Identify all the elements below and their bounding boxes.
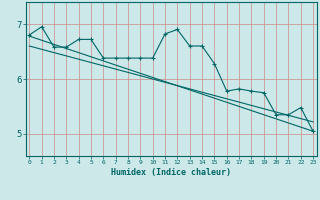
X-axis label: Humidex (Indice chaleur): Humidex (Indice chaleur) [111,168,231,177]
